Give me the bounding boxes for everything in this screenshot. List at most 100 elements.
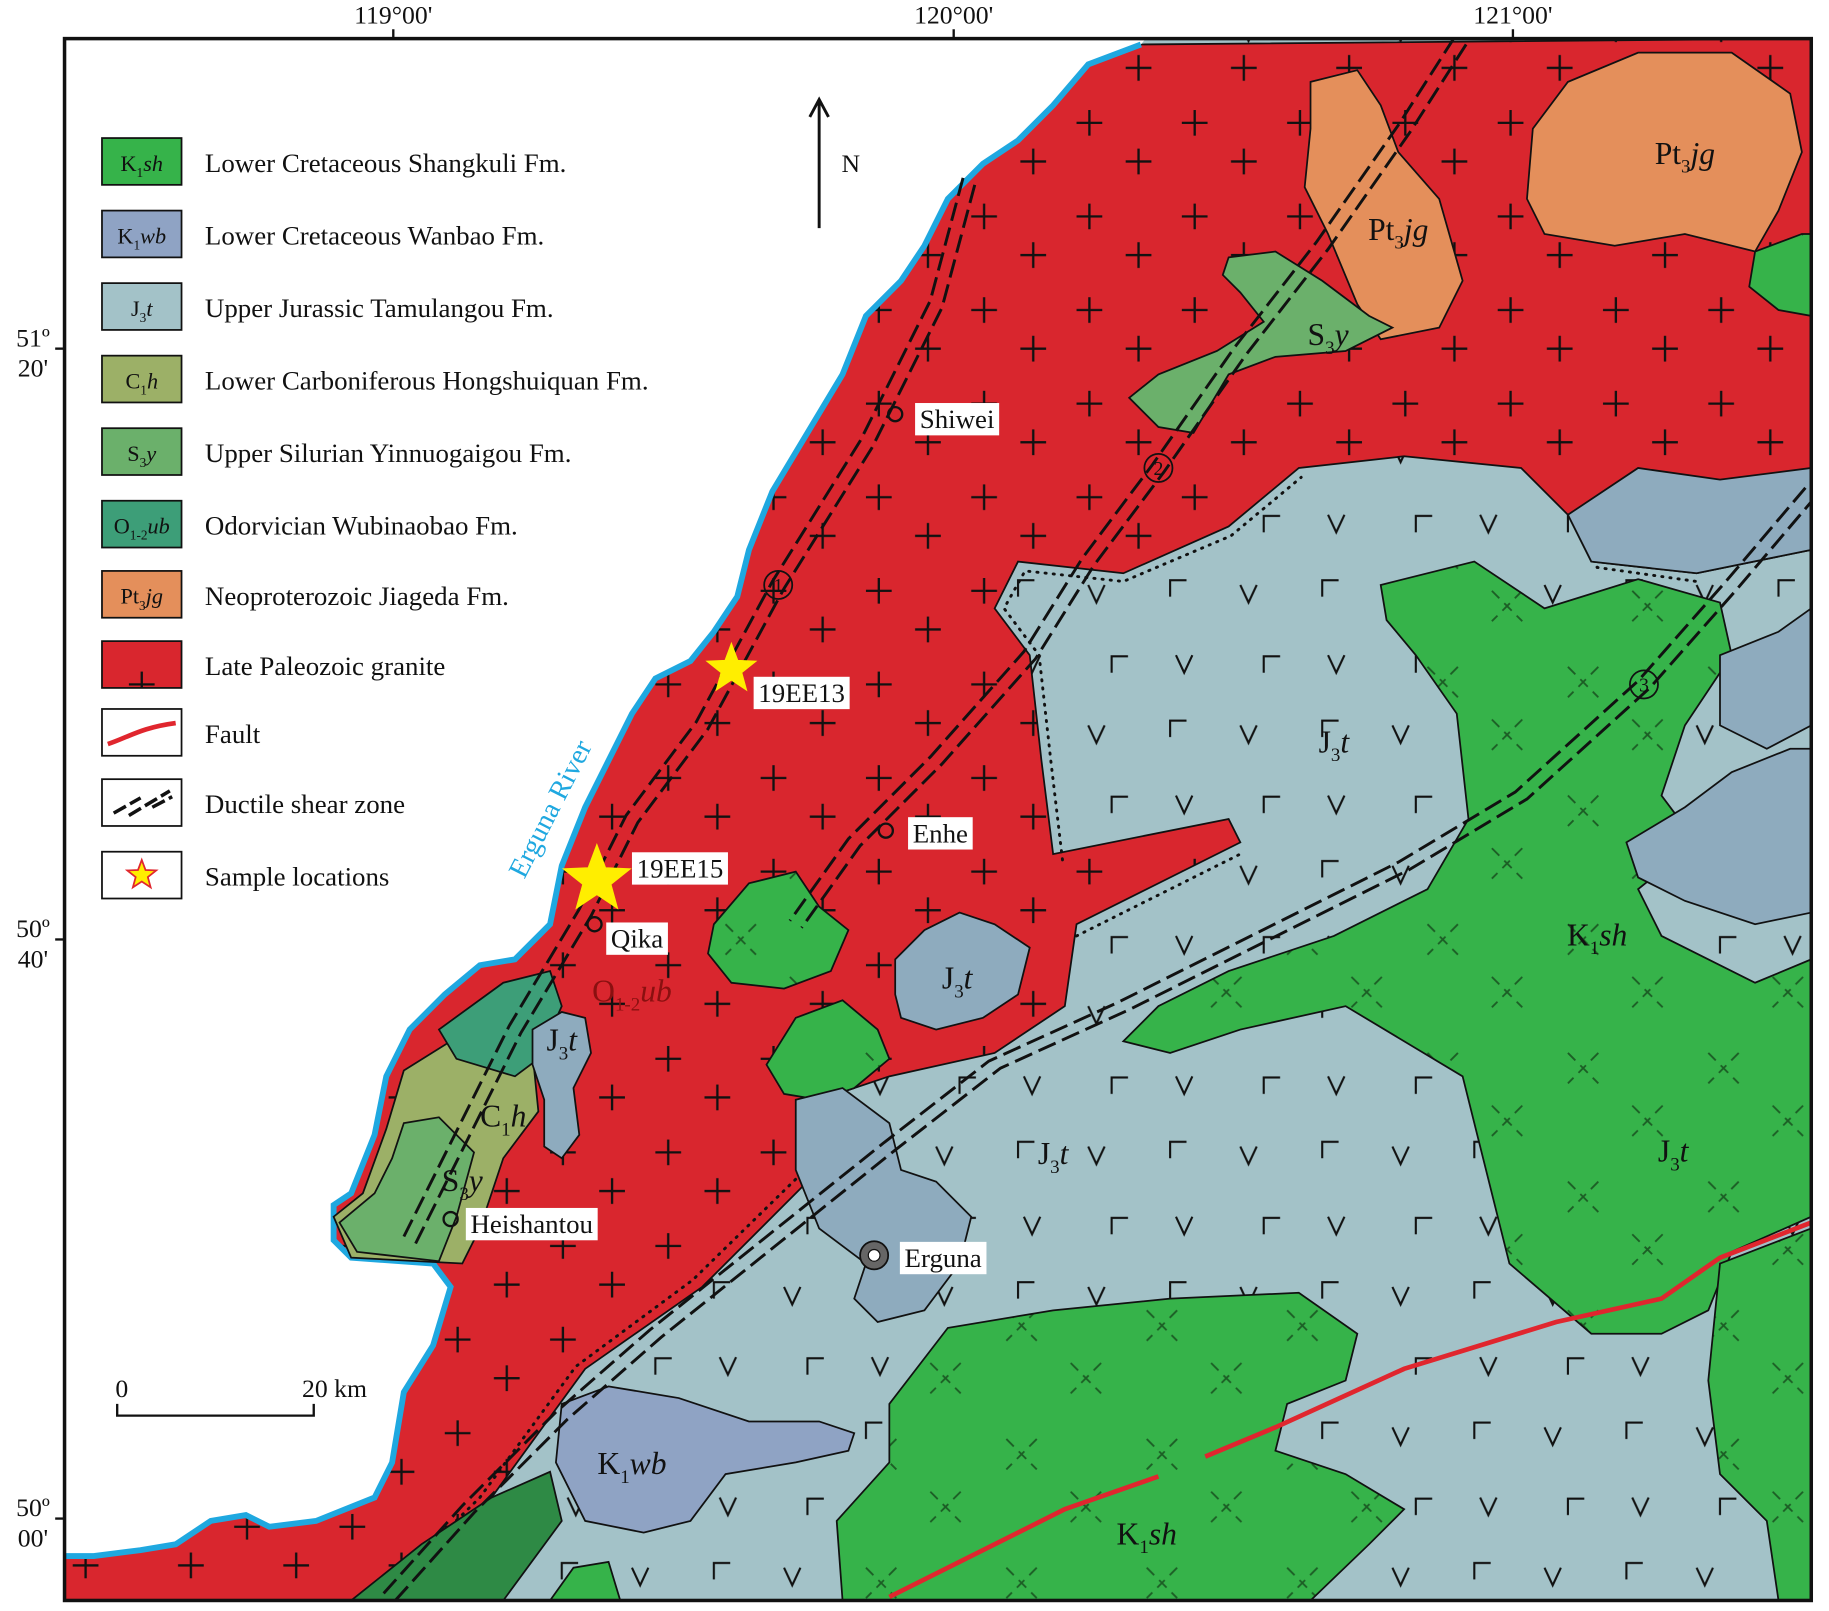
label-background xyxy=(631,852,728,885)
code-rest: jg xyxy=(1400,212,1429,247)
fault xyxy=(888,1220,1812,1600)
unit-code: J3t xyxy=(1658,1134,1690,1176)
legend-label: Lower Cretaceous Shangkuli Fm. xyxy=(205,148,566,178)
place-marker xyxy=(442,1210,459,1228)
unit-code: O1-2ub xyxy=(114,513,170,542)
legend: K1sh Lower Cretaceous Shangkuli Fm.K1wb Lo… xyxy=(101,137,649,900)
zone-number: 2 xyxy=(1153,458,1163,480)
legend-label: Sample locations xyxy=(205,862,389,892)
unit-k1wb xyxy=(1625,747,1812,926)
river xyxy=(64,41,1142,1559)
unit-k1wb xyxy=(1566,467,1812,575)
code-rest: sh xyxy=(1149,1516,1177,1551)
unit-k1sh xyxy=(765,999,891,1101)
code-rest: t xyxy=(1340,724,1350,759)
unit-k1sh xyxy=(707,870,850,990)
latitude-label: 50º xyxy=(16,914,50,943)
sample-star xyxy=(561,843,632,910)
code-base: S xyxy=(442,1163,460,1198)
code-base: K xyxy=(117,223,133,248)
unit-code: K1sh xyxy=(1567,917,1627,959)
legend-label: Ductile shear zone xyxy=(205,789,405,819)
shear-zone-line xyxy=(414,184,977,1245)
latitude-label: 50º xyxy=(16,1493,50,1522)
legend-label: Late Paleozoic granite xyxy=(205,651,445,681)
code-rest: y xyxy=(466,1163,484,1198)
unit-k1wb xyxy=(1719,607,1812,750)
code-rest: jg xyxy=(143,584,163,609)
code-sub: 1 xyxy=(133,238,140,253)
code-rest: t xyxy=(146,296,153,321)
legend-label: Upper Jurassic Tamulangou Fm. xyxy=(205,293,554,323)
code-sub: 3 xyxy=(459,1184,468,1205)
unit-code: K1wb xyxy=(597,1446,666,1488)
label-background xyxy=(899,1241,987,1275)
legend-swatch xyxy=(101,640,183,689)
legend-label: Lower Cretaceous Wanbao Fm. xyxy=(205,221,544,251)
outside-area xyxy=(64,38,1146,1557)
code-sub: 3 xyxy=(559,1043,568,1064)
place-label: Erguna xyxy=(905,1243,982,1273)
shear-zone-line xyxy=(402,177,965,1238)
code-rest: jg xyxy=(1687,136,1716,171)
unit-k1sh xyxy=(835,1291,1406,1601)
unit-pt3jg xyxy=(1303,69,1464,341)
sample-label: 19EE15 xyxy=(637,853,724,883)
unit-k1sh xyxy=(1707,1227,1812,1601)
label-background xyxy=(908,817,973,850)
unit-code: J3t xyxy=(1038,1136,1070,1178)
unit-pt3jg xyxy=(1526,51,1803,253)
code-base: O xyxy=(592,973,615,1008)
label-background xyxy=(465,1207,598,1241)
longitude-label: 121°00' xyxy=(1473,0,1552,29)
code-sub: 3 xyxy=(1394,233,1403,254)
code-base: Pt xyxy=(1368,212,1395,247)
zone-number: 1 xyxy=(773,575,783,597)
code-base: J xyxy=(1319,724,1331,759)
code-base: O xyxy=(114,513,130,538)
latitude-label: 51º xyxy=(16,323,50,352)
code-rest: t xyxy=(568,1023,578,1058)
unit-code: Pt3jg xyxy=(1368,212,1428,254)
legend-label: Neoproterozoic Jiageda Fm. xyxy=(205,581,509,611)
code-sub: 1-2 xyxy=(130,528,148,543)
legend-swatch xyxy=(101,282,183,331)
code-rest: ub xyxy=(640,973,672,1008)
unit-code: K1sh xyxy=(121,151,163,180)
city-marker-center xyxy=(867,1248,881,1262)
scale-zero: 0 xyxy=(115,1374,128,1403)
shear-zones xyxy=(379,38,1812,1601)
code-sub: 3 xyxy=(954,981,963,1002)
legend-label: Odorvician Wubinaobao Fm. xyxy=(205,511,518,541)
unit-code: S3y xyxy=(1308,317,1350,359)
unit-j3t-island xyxy=(531,1011,592,1160)
unit-code: S3y xyxy=(127,441,156,470)
shear-zone-line xyxy=(379,486,1807,1598)
unit-code: J3t xyxy=(942,961,974,1003)
map-frame xyxy=(62,36,1814,1603)
code-base: J xyxy=(1658,1134,1670,1169)
code-rest: h xyxy=(147,368,158,393)
unit-j3t-island xyxy=(894,911,1031,1031)
legend-swatch xyxy=(101,427,183,476)
unit-code: J3t xyxy=(1319,724,1351,766)
legend-swatch xyxy=(101,570,183,619)
legend-label: Lower Carboniferous Hongshuiquan Fm. xyxy=(205,366,649,396)
legend-shear-symbol xyxy=(112,789,173,817)
legend-swatch xyxy=(101,209,183,259)
code-base: K xyxy=(1117,1516,1140,1551)
code-base: Pt xyxy=(121,584,140,609)
scale-distance: 20 km xyxy=(302,1374,367,1403)
units xyxy=(332,51,1812,1601)
code-rest: t xyxy=(1060,1136,1070,1171)
code-sub: 1 xyxy=(620,1467,629,1488)
unit-code: J3t xyxy=(131,296,153,325)
place-marker xyxy=(586,916,603,933)
code-base: K xyxy=(121,151,137,176)
code-base: K xyxy=(1567,917,1590,952)
code-base: C xyxy=(480,1099,501,1134)
place-marker xyxy=(887,405,904,423)
code-base: C xyxy=(125,368,140,393)
code-sub: 1 xyxy=(501,1119,510,1140)
